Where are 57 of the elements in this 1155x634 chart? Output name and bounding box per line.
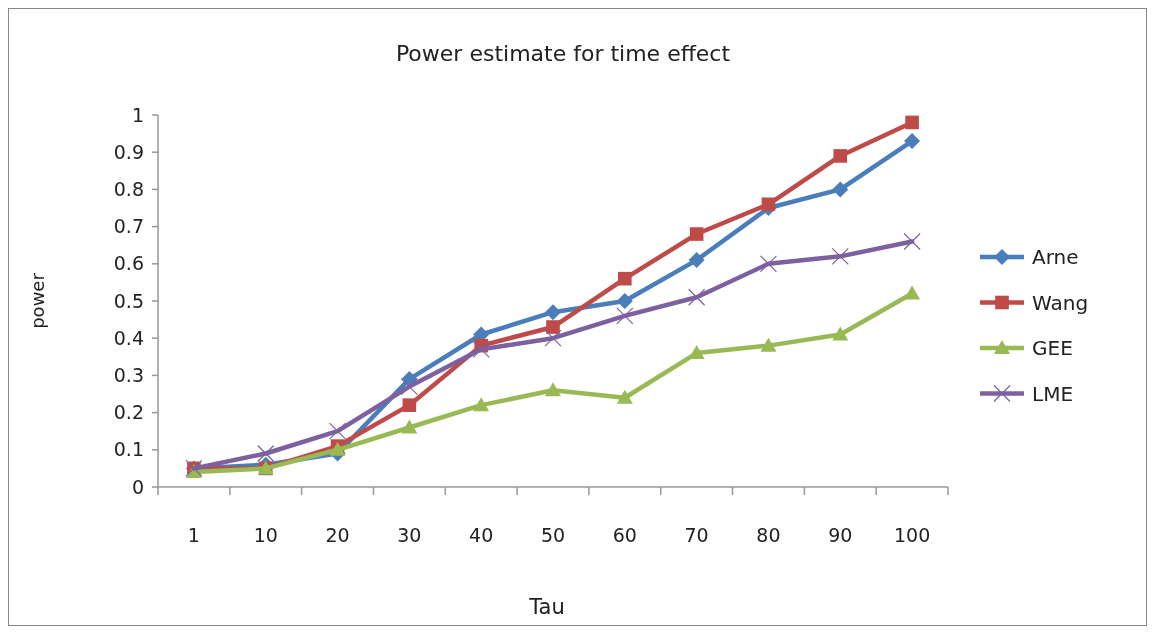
point [688,288,706,306]
x-tick-label: 90 [828,523,853,546]
y-tick-label: 0.9 [113,140,144,163]
y-tick-label: 0.8 [113,178,144,201]
y-tick-label: 0.6 [113,252,144,275]
point [544,329,562,347]
legend-label: LME [1032,381,1074,406]
point [616,293,633,309]
x-tick-label: 20 [325,523,350,546]
point [616,389,633,404]
x-tick-label: 100 [893,523,931,546]
legend-label: Wang [1032,290,1089,315]
point [832,326,849,341]
point [545,382,561,397]
point [832,181,849,198]
point [831,247,849,265]
y-tick-label: 0.5 [113,289,144,312]
point [328,422,347,440]
legend-label: Arne [1032,245,1079,269]
x-tick-label: 50 [540,523,566,546]
point [760,337,777,352]
point [546,320,560,334]
point [905,115,919,130]
point [689,227,704,241]
point [402,398,417,412]
point [904,285,921,300]
x-tick-label: 40 [469,523,494,546]
x-tick-label: 80 [756,523,781,546]
point [257,444,275,463]
x-axis-title: Tau [528,595,565,619]
y-tick-label: 0.1 [113,438,144,461]
point [904,133,921,150]
y-axis-title: power [27,272,48,329]
x-tick-label: 1 [187,523,200,546]
x-tick-label: 60 [612,523,637,546]
chart-title: Power estimate for time effect [395,41,731,66]
y-tick-label: 0.2 [113,401,144,424]
point [401,419,418,434]
y-tick-label: 0 [131,475,144,498]
point [903,232,921,251]
x-tick-label: 30 [397,523,422,546]
x-tick-label: 10 [253,523,278,546]
point [472,340,490,358]
point [833,149,848,163]
point [473,397,490,412]
y-tick-label: 0.7 [113,215,144,238]
y-tick-label: 0.3 [113,364,144,387]
point [618,271,632,286]
y-tick-label: 0.4 [113,326,144,349]
point [616,307,634,325]
point [545,304,561,321]
point [688,252,705,269]
point [761,197,776,212]
x-tick-label: 70 [684,523,709,546]
y-tick-label: 1 [131,103,144,126]
point [759,255,778,273]
legend-label: GEE [1032,336,1073,360]
